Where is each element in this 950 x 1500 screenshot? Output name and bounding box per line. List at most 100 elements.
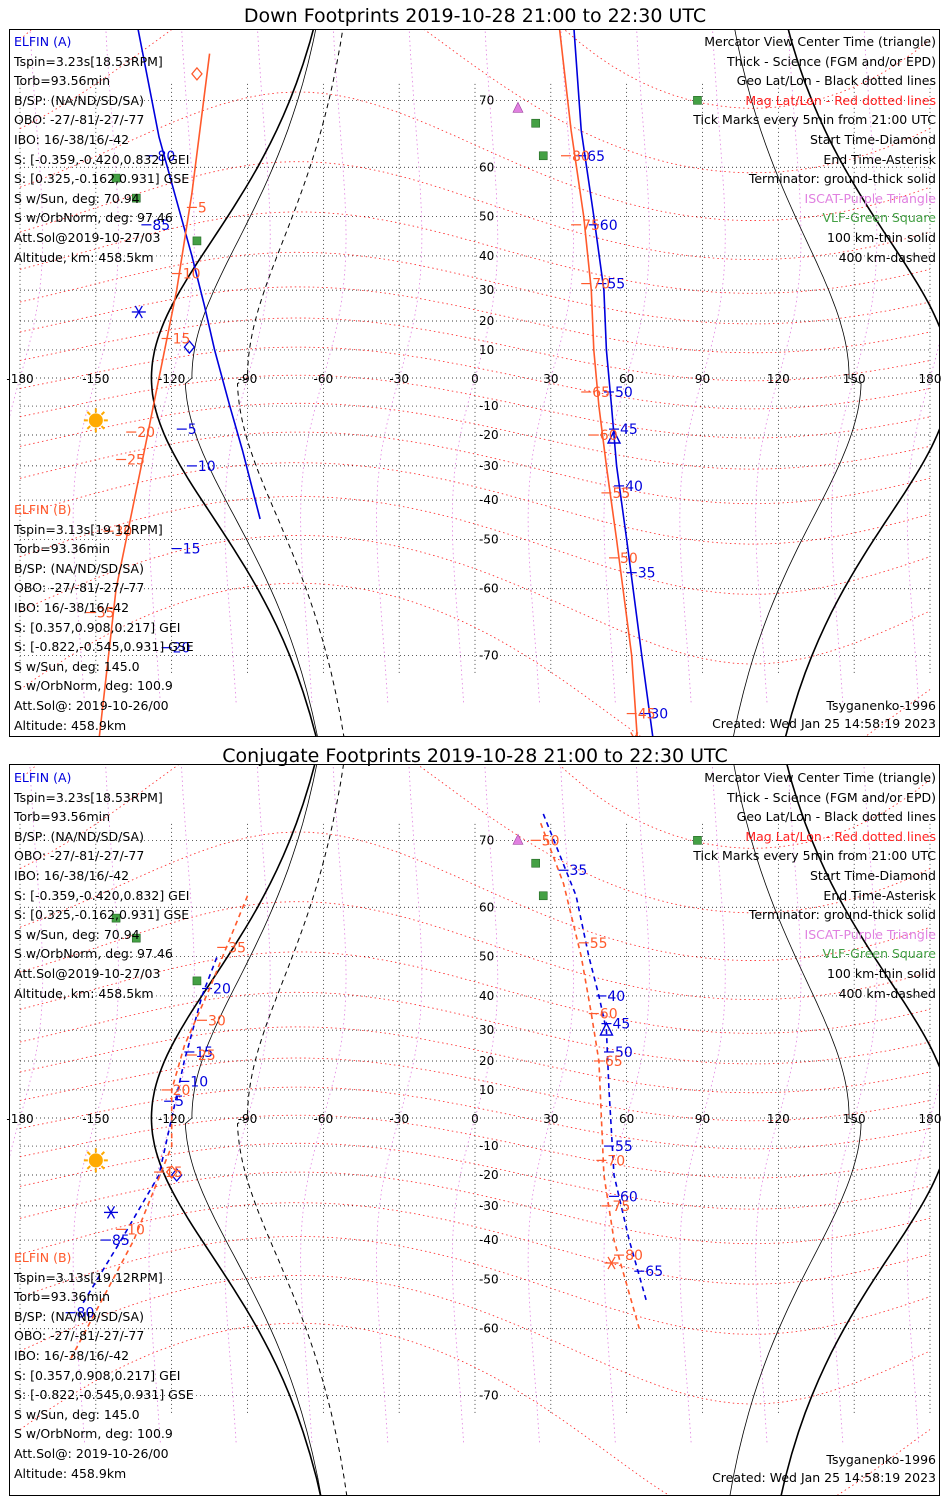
created-label: Created: Wed Jan 25 14:58:19 2023	[712, 716, 936, 731]
mag-parallel	[19, 831, 931, 962]
track-tick-label: 55	[612, 486, 630, 502]
lon-tick-label: -180	[6, 1112, 33, 1126]
param-line: B/SP: (NA/ND/SD/SA)	[14, 1308, 144, 1324]
asterisk-stroke	[634, 732, 639, 736]
param-line: Tspin=3.13s[19.12RPM]	[14, 1269, 163, 1285]
param-line: S w/OrbNorm, deg: 100.9	[14, 1426, 173, 1442]
lat-tick-label: 70	[479, 833, 494, 847]
sun-icon	[83, 1148, 108, 1173]
model-label: Tsyganenko-1996	[826, 1452, 936, 1467]
lat-tick-label: -20	[479, 1168, 499, 1182]
sun-ray	[100, 1151, 106, 1156]
legend-entry: Mag Lat/Lon - Red dotted lines	[745, 92, 936, 108]
terminator-100km-east	[733, 30, 862, 736]
track-tick-label: 30	[114, 524, 132, 540]
track-tick-label: 10	[127, 1222, 145, 1238]
elfin-b-info: ELFIN (B) Tspin=3.13s[19.12RPM] Torb=93.3…	[14, 500, 194, 735]
mag-parallel	[19, 534, 931, 665]
mag-meridian	[375, 765, 423, 1443]
lat-tick-label: -10	[479, 399, 499, 413]
track-tick-label: 15	[183, 542, 201, 558]
lon-tick-label: 180	[919, 1112, 942, 1126]
mag-meridian	[906, 343, 939, 703]
lon-tick-label: 60	[619, 372, 634, 386]
mag-parallel	[19, 1236, 931, 1335]
param-line: Att.Sol@: 2019-10-26/00	[14, 697, 169, 713]
track-tick-label: 80	[625, 1248, 643, 1264]
track-tick-label: 80	[77, 1306, 95, 1322]
mag-parallel	[19, 211, 931, 294]
vlf-station-square	[531, 858, 540, 868]
legend-entry: End Time-Asterisk	[823, 887, 936, 903]
track-tick-label: 65	[645, 1264, 663, 1280]
param-line: S w/OrbNorm, deg: 97.46	[14, 946, 173, 962]
lon-tick-label: -90	[238, 372, 258, 386]
track-tick-label: 60	[600, 428, 618, 444]
param-line: OBO: -27/-81/-27/-77	[14, 580, 145, 596]
lon-tick-label: 120	[767, 372, 790, 386]
vlf-station-square	[693, 96, 702, 105]
lat-tick-label: -30	[479, 459, 499, 473]
param-line: S: [0.357,0.908,0.217] GEI	[14, 619, 181, 635]
track-tick-label: 25	[127, 453, 145, 469]
elfin-b-info: ELFIN (B) Tspin=3.13s[19.12RPM] Torb=93.3…	[14, 1248, 194, 1483]
start-diamond	[191, 66, 203, 81]
mag-meridian	[830, 30, 878, 703]
legend-entry: ISCAT-Purple Triangle	[804, 926, 936, 942]
lon-tick-label: -180	[6, 372, 33, 386]
param-line: S: [-0.359,-0.420,0.832] GEI	[14, 887, 190, 903]
param-line: S: [-0.822,-0.545,0.931] GSE	[14, 639, 194, 655]
lon-tick-label: -120	[158, 1112, 185, 1126]
param-line: S w/Sun, deg: 70.94	[14, 926, 140, 942]
param-line: S w/OrbNorm, deg: 97.46	[14, 210, 173, 226]
lon-tick-label: 150	[843, 372, 866, 386]
param-line: B/SP: (NA/ND/SD/SA)	[14, 92, 144, 108]
param-line: IBO: 16/-38/16/-42	[14, 1347, 130, 1363]
terminator-100km	[184, 765, 322, 1495]
panel-title: Down Footprints 2019-10-28 21:00 to 22:3…	[243, 5, 707, 27]
elfin-b-params: Tspin=3.13s[19.12RPM] Torb=93.36min B/SP: …	[14, 1268, 194, 1484]
track-tick-label: 35	[638, 566, 656, 582]
lon-tick-label: 0	[471, 372, 479, 386]
map-chart: 80 85 5 10 15 20 65 60 55 50 45 40 35 30 5 10 15 20 25 30 35…	[6, 30, 941, 736]
legend-entry: Start Time-Diamond	[809, 131, 936, 147]
param-line: IBO: 16/-38/16/-42	[14, 131, 130, 147]
track-tick-label: 10	[190, 1074, 208, 1090]
track-tick-label: 10	[198, 459, 216, 475]
mag-parallel	[19, 951, 931, 1034]
mag-parallel	[19, 1274, 931, 1405]
end-asterisk	[630, 732, 639, 736]
map-frame	[9, 764, 940, 1496]
param-line: OBO: -27/-81/-27/-77	[14, 848, 145, 864]
param-line: Torb=93.36min	[14, 1289, 111, 1305]
terminator-100km-east	[729, 765, 862, 1495]
lat-tick-label: -10	[479, 1139, 499, 1153]
end-asterisk	[131, 305, 146, 319]
vlf-station-square	[131, 193, 141, 203]
model-label: Tsyganenko-1996	[826, 698, 936, 713]
elfin-a-params: Tspin=3.23s[18.53RPM] Torb=93.56min B/SP: …	[14, 52, 189, 268]
elfin-b-label: ELFIN (B)	[14, 1250, 72, 1265]
vlf-station-square	[131, 933, 141, 943]
sun-ray	[100, 411, 106, 416]
lat-tick-label: 60	[479, 160, 494, 174]
track-tick-label: 5	[198, 200, 207, 216]
sun-icon	[83, 408, 108, 433]
mag-meridian	[527, 765, 575, 1443]
param-line: S: [0.325,-0.162,0.931] GSE	[14, 171, 190, 187]
track-tick-label: 20	[173, 1083, 191, 1099]
sun-disc	[88, 1153, 103, 1168]
legend-entry: 100 km-thin solid	[827, 965, 936, 981]
mag-meridian	[72, 30, 120, 703]
sun-ray	[100, 1165, 106, 1170]
mag-parallel	[19, 346, 931, 410]
asterisk-stroke	[134, 305, 143, 319]
center-time-triangle	[599, 1021, 614, 1036]
terminator-ground	[150, 765, 939, 1495]
elfin-b-params: Tspin=3.13s[19.12RPM] Torb=93.36min B/SP: …	[14, 520, 194, 736]
mag-meridian	[72, 765, 120, 1443]
legend-entry: Mercator View Center Time (triangle)	[704, 770, 936, 785]
mag-meridian	[603, 765, 650, 1443]
lat-tick-label: -60	[479, 582, 499, 596]
track-tick-label: 60	[620, 1189, 638, 1205]
